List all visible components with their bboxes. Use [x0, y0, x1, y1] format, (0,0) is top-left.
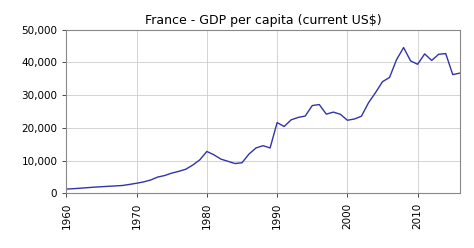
- Title: France - GDP per capita (current US$): France - GDP per capita (current US$): [145, 14, 382, 27]
